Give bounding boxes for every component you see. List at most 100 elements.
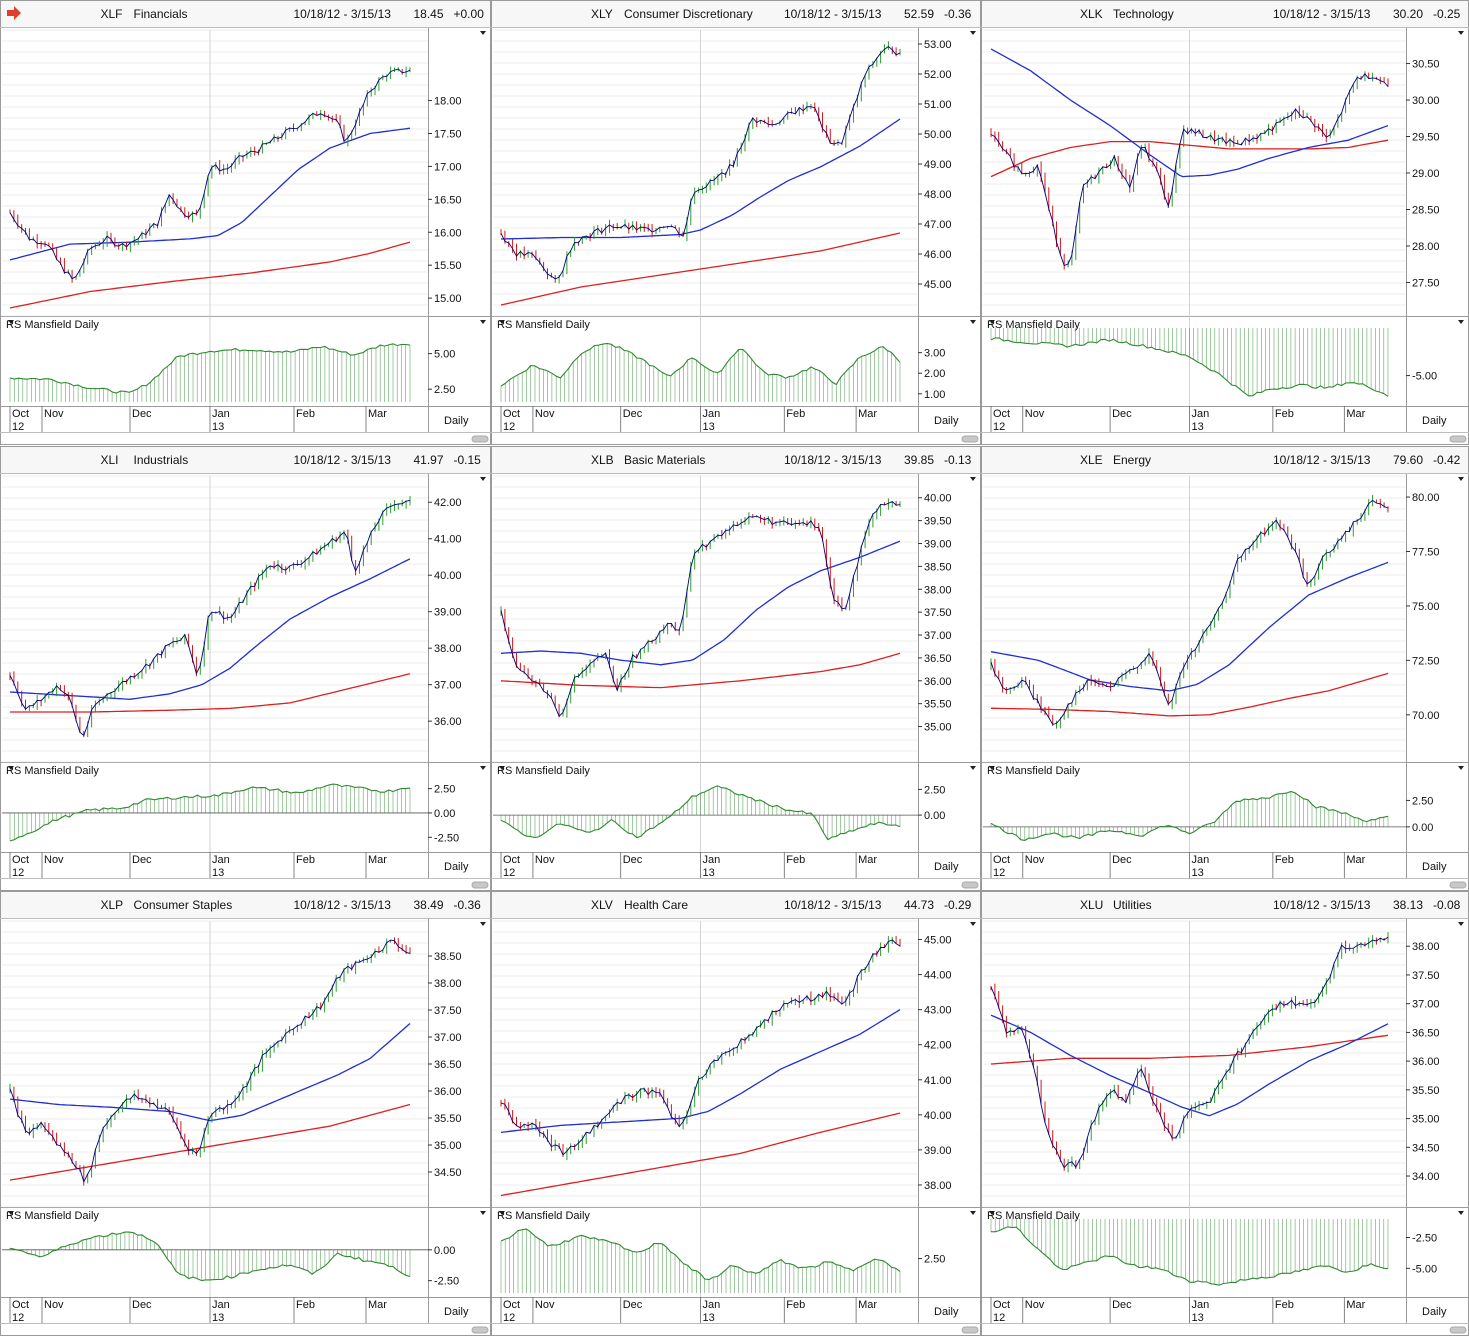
rs-line [990,1226,1389,1286]
price-tick-label: 44.00 [924,970,952,982]
rs-menu-icon[interactable] [1458,766,1464,770]
price-tick-label: 40.00 [434,570,462,582]
month-label: Oct [12,408,29,420]
rs-histogram [9,1232,411,1281]
month-label: Oct [993,408,1010,420]
month-label: Feb [786,1299,805,1311]
rs-left-menu-icon[interactable] [8,320,14,324]
price-tick-label: 37.00 [434,680,462,692]
chart-symbol: XLU [1080,898,1103,912]
rs-left-menu-icon[interactable] [8,1211,14,1215]
rs-label: RS Mansfield Daily [497,319,590,331]
chart-period: 10/18/12 - 3/15/13 [1273,7,1371,21]
month-label: Dec [132,408,152,420]
scroll-thumb[interactable] [471,435,489,443]
rs-line [9,1231,411,1282]
price-tick-label: 70.00 [1412,710,1440,722]
price-tick-label: 36.50 [434,1059,462,1071]
rs-line [500,785,901,841]
chart-period: 10/18/12 - 3/15/13 [1273,453,1371,467]
scroll-thumb[interactable] [961,881,979,889]
scroll-thumb[interactable] [1449,1326,1467,1334]
scroll-thumb[interactable] [961,1326,979,1334]
price-tick-label: 39.00 [924,538,952,550]
price-tick-label: 37.00 [434,1032,462,1044]
rs-menu-icon[interactable] [480,1211,486,1215]
rs-left-menu-icon[interactable] [499,320,505,324]
year-label: 12 [503,1312,515,1324]
price-menu-icon[interactable] [1458,477,1464,481]
panel-frame [0,446,491,891]
price-menu-icon[interactable] [480,922,486,926]
scroll-thumb[interactable] [961,435,979,443]
chart-name: Utilities [1113,898,1152,912]
rs-menu-icon[interactable] [1458,1211,1464,1215]
rs-tick-label: 1.00 [924,389,945,401]
close-line [990,72,1389,267]
scroll-thumb[interactable] [1449,435,1467,443]
interval-label: Daily [934,861,959,873]
right-arrow-icon[interactable] [7,6,21,20]
month-label: Mar [1346,854,1365,866]
rs-left-menu-icon[interactable] [499,1211,505,1215]
chart-last-price: 30.20 [1393,7,1423,21]
rs-histogram [9,784,411,841]
scroll-thumb[interactable] [1449,881,1467,889]
price-tick-label: 17.00 [434,161,462,173]
chart-symbol: XLV [591,898,613,912]
month-label: Feb [296,1299,315,1311]
month-label: Jan [703,854,721,866]
rs-left-menu-icon[interactable] [989,320,995,324]
rs-tick-label: -2.50 [434,1276,459,1288]
price-menu-icon[interactable] [970,477,976,481]
month-label: Mar [368,408,387,420]
month-label: Jan [212,408,230,420]
rs-left-menu-icon[interactable] [499,766,505,770]
rs-left-menu-icon[interactable] [8,766,14,770]
rs-menu-icon[interactable] [480,766,486,770]
price-menu-icon[interactable] [1458,922,1464,926]
rs-tick-label: 5.00 [434,349,455,361]
price-tick-label: 52.00 [924,69,952,81]
month-label: Jan [1192,1299,1210,1311]
rs-menu-icon[interactable] [970,320,976,324]
month-label: Dec [623,1299,643,1311]
chart-name: Consumer Staples [134,898,233,912]
price-menu-icon[interactable] [970,922,976,926]
month-label: Jan [212,1299,230,1311]
price-menu-icon[interactable] [480,31,486,35]
rs-left-menu-icon[interactable] [989,1211,995,1215]
rs-histogram [990,791,1389,841]
month-label: Nov [1025,408,1045,420]
rs-tick-label: 3.00 [924,348,945,360]
price-menu-icon[interactable] [970,31,976,35]
price-menu-icon[interactable] [480,477,486,481]
price-menu-icon[interactable] [1458,31,1464,35]
interval-label: Daily [444,861,469,873]
rs-menu-icon[interactable] [970,766,976,770]
rs-line [500,342,901,387]
price-tick-label: 80.00 [1412,492,1440,504]
rs-line [990,337,1389,397]
price-tick-label: 37.50 [924,607,952,619]
price-tick-label: 49.00 [924,159,952,171]
scroll-thumb[interactable] [471,1326,489,1334]
rs-menu-icon[interactable] [970,1211,976,1215]
rs-left-menu-icon[interactable] [989,766,995,770]
month-label: Oct [12,1299,29,1311]
chart-period: 10/18/12 - 3/15/13 [294,453,392,467]
month-label: Jan [1192,854,1210,866]
month-label: Dec [132,854,152,866]
rs-menu-icon[interactable] [480,320,486,324]
rs-menu-icon[interactable] [1458,320,1464,324]
scroll-thumb[interactable] [471,881,489,889]
price-tick-label: 72.50 [1412,655,1440,667]
price-tick-label: 29.50 [1412,132,1440,144]
chart-panel-xlu: XLU Utilities 10/18/12 - 3/15/13 38.13 -0.08… [981,891,1469,1336]
interval-label: Daily [444,415,469,427]
price-tick-label: 30.50 [1412,59,1440,71]
price-tick-label: 39.50 [924,516,952,528]
price-tick-label: 37.50 [434,1005,462,1017]
month-label: Dec [132,1299,152,1311]
